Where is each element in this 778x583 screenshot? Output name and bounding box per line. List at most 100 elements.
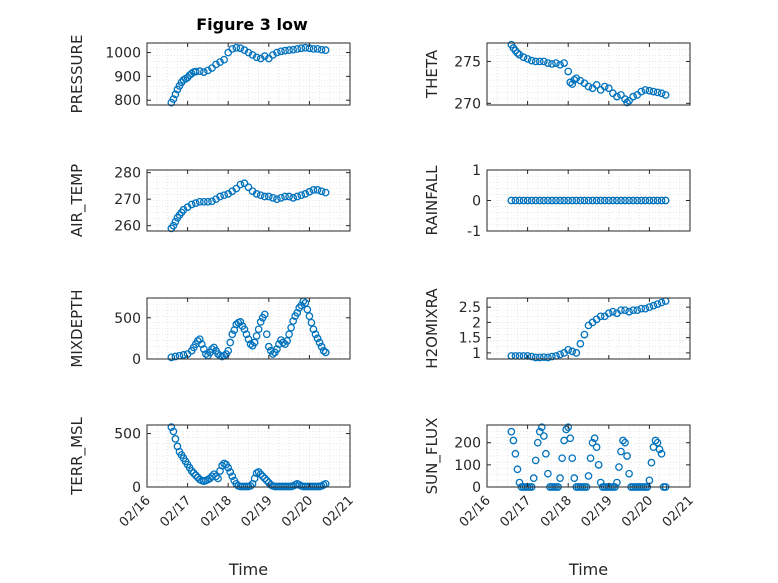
data-point — [568, 347, 577, 356]
y-tick-label: 0 — [132, 352, 141, 368]
data-point — [277, 47, 285, 56]
data-point — [195, 197, 204, 206]
rainfall-subplot: -1 0 1 RAINFALL — [423, 163, 691, 240]
data-point — [625, 96, 633, 105]
data-point — [548, 60, 556, 68]
data-point — [531, 456, 540, 465]
data-point — [657, 298, 666, 307]
data-point — [244, 48, 253, 57]
data-point — [515, 196, 524, 205]
data-point — [262, 330, 271, 339]
data-point — [621, 196, 629, 205]
data-point — [539, 196, 548, 205]
data-point — [588, 438, 597, 447]
data-point — [252, 332, 261, 340]
data-point — [613, 196, 621, 205]
data-point — [260, 52, 269, 60]
data-point — [199, 68, 208, 76]
data-point — [252, 53, 261, 62]
data-point — [169, 221, 178, 230]
data-point — [629, 92, 638, 101]
data-point — [507, 196, 516, 205]
x-axis-label: Time — [568, 560, 608, 579]
data-point — [309, 45, 318, 53]
data-point — [236, 44, 245, 53]
data-point — [657, 449, 666, 458]
data-point — [281, 46, 289, 55]
mixdepth-subplot: 0 500 MIXDEPTH — [68, 289, 351, 368]
data-point — [309, 325, 318, 334]
data-point — [641, 304, 650, 313]
data-point — [548, 196, 556, 205]
data-point — [558, 454, 566, 463]
data-point — [313, 186, 322, 194]
y-tick-label: 260 — [114, 219, 141, 235]
data-point — [171, 352, 180, 361]
data-point — [273, 345, 281, 353]
data-point — [609, 307, 617, 316]
y-axis-label: SUN_FLUX — [423, 418, 442, 495]
data-point — [539, 353, 548, 362]
data-point — [195, 335, 204, 344]
figure-title: Figure 3 low — [196, 15, 308, 34]
data-point — [556, 196, 564, 205]
data-point — [293, 45, 302, 53]
data-point — [653, 88, 662, 97]
data-point — [535, 57, 544, 66]
data-point — [653, 300, 662, 308]
data-point — [236, 318, 245, 326]
data-point — [224, 463, 233, 472]
data-point — [216, 192, 224, 201]
data-point — [297, 191, 306, 200]
data-point — [625, 307, 633, 316]
data-point — [301, 299, 310, 307]
data-point — [208, 197, 216, 206]
data-point — [570, 474, 579, 482]
data-point — [576, 339, 585, 348]
data-point — [560, 59, 568, 67]
data-point — [281, 192, 289, 201]
y-axis-label: AIR_TEMP — [68, 164, 87, 237]
data-point — [240, 179, 249, 188]
data-point — [301, 43, 310, 52]
y-tick-label: 200 — [454, 436, 481, 452]
data-point — [220, 191, 228, 200]
data-point — [311, 330, 320, 339]
data-point — [513, 465, 522, 474]
data-point — [590, 434, 599, 443]
data-point — [260, 474, 269, 483]
y-tick-label: 0 — [132, 480, 141, 496]
data-point — [568, 196, 577, 205]
data-point — [171, 217, 180, 226]
data-point — [240, 46, 249, 55]
data-point — [191, 199, 200, 208]
data-point — [625, 196, 633, 205]
y-tick-label: 500 — [114, 427, 141, 443]
data-point — [285, 330, 293, 339]
data-point — [246, 340, 255, 349]
data-point — [279, 338, 287, 347]
data-point — [584, 196, 593, 205]
data-point — [515, 478, 524, 487]
data-point — [542, 449, 550, 458]
data-point — [171, 435, 180, 443]
data-point — [315, 338, 324, 347]
data-point — [254, 468, 263, 476]
data-point — [615, 463, 623, 471]
data-point — [260, 310, 269, 319]
data-point — [623, 452, 631, 460]
data-point — [604, 84, 613, 93]
data-point — [586, 454, 595, 463]
data-point — [226, 468, 235, 476]
data-point — [623, 98, 631, 107]
data-point — [220, 55, 228, 64]
data-point — [167, 353, 176, 362]
data-point — [171, 90, 180, 99]
data-point — [651, 436, 660, 445]
data-point — [313, 334, 322, 343]
data-point — [309, 186, 318, 194]
data-point — [256, 54, 265, 63]
y-axis-label: TERR_MSL — [68, 416, 87, 495]
